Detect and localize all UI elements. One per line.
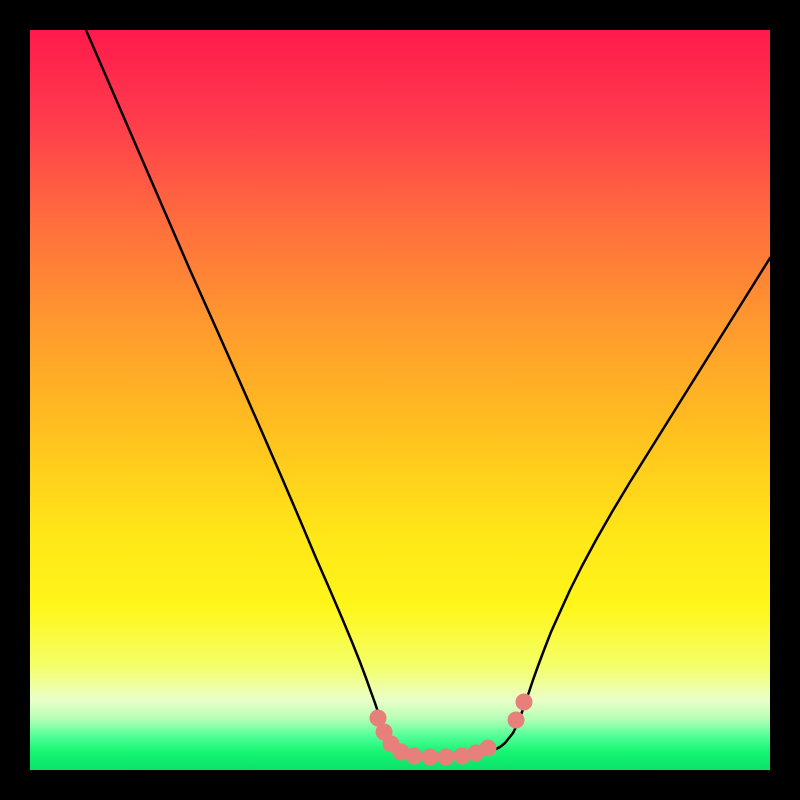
curve-marker: [438, 749, 454, 765]
curve-marker: [516, 694, 532, 710]
curve-marker: [508, 712, 524, 728]
curve-marker: [454, 748, 470, 764]
chart-frame: TheBottleneck.com: [0, 0, 800, 800]
plot-area: [30, 30, 770, 770]
curve-marker: [406, 748, 422, 764]
curve-marker: [480, 740, 496, 756]
gradient-background: [30, 30, 770, 770]
curve-marker: [422, 749, 438, 765]
plot-svg: [30, 30, 770, 770]
